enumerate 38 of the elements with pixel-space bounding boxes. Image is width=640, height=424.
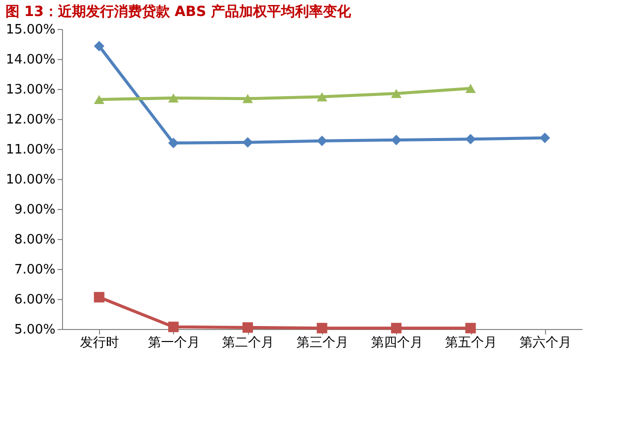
x-tick-label: 第五个月	[445, 336, 498, 350]
point	[242, 137, 253, 148]
point	[391, 88, 402, 98]
y-tick-label: 12.00%	[6, 112, 56, 128]
y-tick-label: 13.00%	[6, 82, 56, 98]
y-tick-label: 6.00%	[14, 292, 56, 308]
x-tick-label: 第一个月	[148, 336, 200, 350]
point	[168, 322, 179, 332]
y-tick-label: 9.00%	[14, 202, 56, 218]
x-tick-label: 第六个月	[519, 336, 572, 350]
point	[540, 132, 550, 144]
point	[94, 94, 104, 104]
y-tick-label: 8.00%	[14, 232, 56, 248]
y-tick-label: 14.00%	[6, 52, 56, 68]
point	[391, 322, 402, 334]
point	[465, 134, 476, 144]
x-tick-label: 第四个月	[370, 336, 423, 350]
point	[391, 134, 402, 146]
y-tick-label: 7.00%	[14, 262, 56, 278]
point	[465, 322, 476, 334]
point	[316, 92, 328, 102]
point	[316, 322, 328, 334]
x-tick-label: 发行时	[80, 336, 120, 350]
point	[94, 40, 104, 52]
x-tick-label: 第三个月	[296, 336, 348, 350]
point	[168, 93, 179, 103]
chart-title: 图 13：近期发行消费贷款 ABS 产品加权平均利率变化	[5, 3, 352, 20]
y-tick-label: 5.00%	[14, 322, 56, 338]
point	[168, 138, 179, 148]
y-tick-label: 11.00%	[6, 142, 56, 158]
y-tick-label: 10.00%	[6, 172, 56, 188]
point	[465, 84, 476, 93]
point	[316, 136, 328, 146]
point	[242, 94, 253, 104]
point	[242, 322, 253, 333]
x-tick-label: 第二个月	[222, 336, 274, 350]
y-tick-label: 15.00%	[6, 22, 56, 38]
point	[94, 292, 104, 302]
